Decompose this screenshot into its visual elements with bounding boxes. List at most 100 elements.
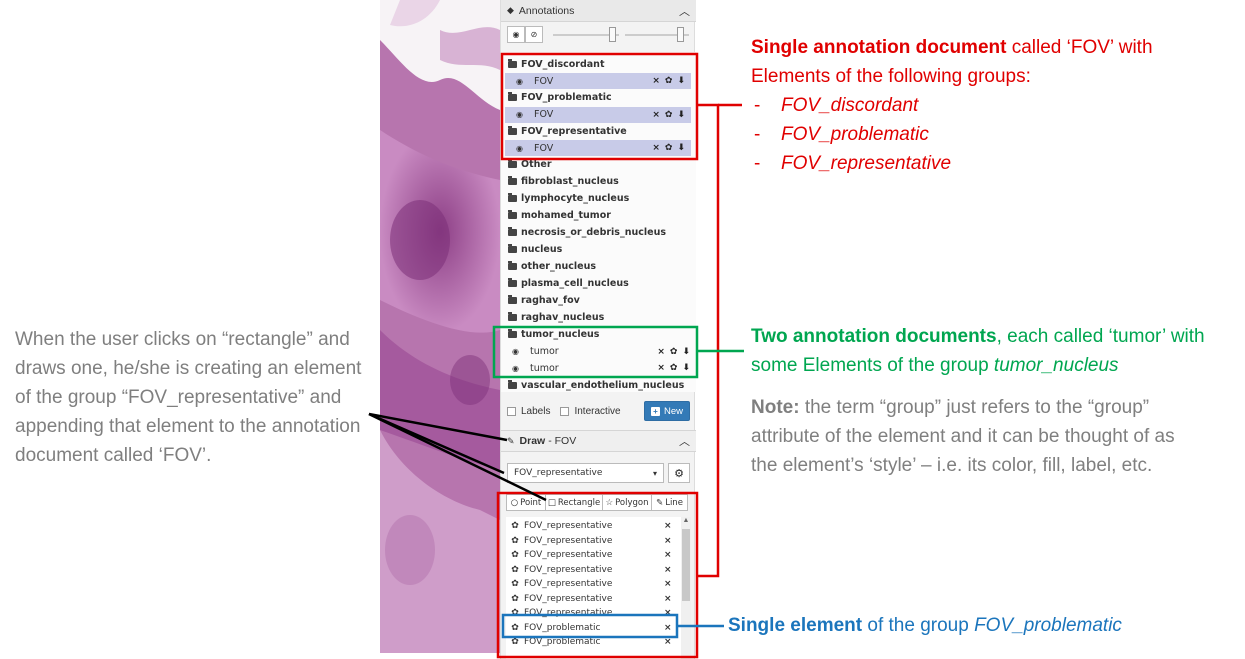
chevron-up-icon[interactable]: ︿ [679,436,690,448]
hide-all-button[interactable]: ⊘ [525,26,543,43]
gear-icon[interactable]: ✿ [511,521,519,532]
delete-icon[interactable]: × [664,564,672,575]
blue-callout: Single element of the group FOV_problema… [728,611,1228,640]
download-icon[interactable]: ⬇ [682,346,690,357]
element-row[interactable]: ✿ FOV_representative × [506,592,678,607]
annotation-group-raghav-nucleus[interactable]: raghav_nucleus [501,310,696,326]
green-callout-rest: , each called ‘tumor’ with some Elements… [751,326,1205,376]
annotation-document-row[interactable]: ◉ tumor × ✿ ⬇ [501,344,696,360]
annotation-group-mohamed-tumor[interactable]: mohamed_tumor [501,208,696,224]
annotation-group-other-nucleus[interactable]: other_nucleus [501,259,696,275]
gear-icon[interactable]: ✿ [511,564,519,575]
show-all-button[interactable]: ◉ [507,26,525,43]
delete-icon[interactable]: × [664,593,672,604]
gear-icon[interactable]: ✿ [669,363,678,374]
annotation-group-label: raghav_nucleus [521,312,605,324]
gear-icon[interactable]: ✿ [664,76,673,86]
annotation-group-other[interactable]: Other [501,157,696,173]
eye-icon[interactable]: ◉ [516,110,523,120]
annotations-panel-header[interactable]: ◆ Annotations ︿ [501,0,696,22]
annotation-group-nucleus[interactable]: nucleus [501,242,696,258]
annotation-group-raghav-fov[interactable]: raghav_fov [501,293,696,309]
annotation-document-row[interactable]: ◉ tumor × ✿ ⬇ [501,360,696,376]
delete-icon[interactable]: × [664,622,672,633]
chevron-up-icon[interactable]: ︿ [679,5,690,18]
annotation-group-tumor-nucleus[interactable]: tumor_nucleus [501,327,696,343]
list-dash: - [754,95,761,116]
eye-icon[interactable]: ◉ [512,347,519,357]
delete-icon[interactable]: × [657,363,665,374]
annotation-group-fov-problematic[interactable]: FOV_problematic [501,90,696,106]
interactive-checkbox[interactable] [560,406,570,416]
scroll-up-icon[interactable]: ▲ [682,517,690,524]
delete-icon[interactable]: × [664,521,672,532]
labels-checkbox[interactable] [507,406,516,416]
opacity-slider[interactable] [553,34,619,36]
group-settings-button[interactable]: ⚙ [668,463,690,483]
gear-icon[interactable]: ✿ [664,109,673,120]
annotation-document-row[interactable]: ◉ FOV × ✿ ⬇ [505,106,691,123]
annotation-document-label: FOV [534,142,554,154]
delete-icon[interactable]: × [664,637,672,648]
gear-icon[interactable]: ✿ [511,593,519,604]
draw-tool-rectangle-button[interactable]: □ Rectangle [545,494,603,511]
annotation-document-row[interactable]: ◉ FOV × ✿ ⬇ [505,73,691,89]
gear-icon[interactable]: ✿ [664,143,673,154]
element-row[interactable]: ✿ FOV_representative × [506,534,678,549]
element-row[interactable]: ✿ FOV_representative × [506,577,678,592]
gear-icon[interactable]: ✿ [511,637,519,648]
annotation-group-plasma-cell-nucleus[interactable]: plasma_cell_nucleus [501,276,696,292]
new-annotation-button[interactable]: + New [644,401,690,421]
annotation-document-row[interactable]: ◉ FOV × ✿ ⬇ [505,140,691,157]
element-row[interactable]: ✿ FOV_representative × [506,548,678,563]
fill-opacity-slider-handle[interactable] [677,27,684,42]
annotation-group-necrosis-or-debris-nucleus[interactable]: necrosis_or_debris_nucleus [501,225,696,241]
opacity-slider-handle[interactable] [609,27,616,42]
folder-icon [508,193,517,203]
element-row[interactable]: ✿ FOV_problematic × [506,635,678,650]
eye-icon[interactable]: ◉ [516,143,523,153]
annotation-group-fov-discordant[interactable]: FOV_discordant [501,56,696,72]
folder-icon [508,159,517,169]
delete-icon[interactable]: × [664,608,672,619]
draw-tool-label: Polygon [615,497,649,508]
slide-image-viewer[interactable] [380,0,500,653]
draw-tool-polygon-button[interactable]: ☆ Polygon [602,494,652,511]
rectangle-tool-icon: □ [547,497,556,508]
delete-icon[interactable]: × [652,109,660,120]
gear-icon[interactable]: ✿ [511,579,519,590]
gear-icon[interactable]: ✿ [669,346,678,357]
gear-icon[interactable]: ✿ [511,608,519,619]
gear-icon[interactable]: ✿ [511,622,519,633]
delete-icon[interactable]: × [652,143,660,154]
group-select[interactable]: FOV_representative ▾ [507,463,664,483]
draw-tool-line-button[interactable]: ✎ Line [651,494,688,511]
annotation-group-fov-representative[interactable]: FOV_representative [501,123,696,139]
draw-tool-point-button[interactable]: ○ Point [506,494,546,511]
delete-icon[interactable]: × [652,76,660,86]
annotation-group-lymphocyte-nucleus[interactable]: lymphocyte_nucleus [501,191,696,207]
download-icon[interactable]: ⬇ [682,363,690,374]
delete-icon[interactable]: × [657,346,665,357]
element-row[interactable]: ✿ FOV_representative × [506,606,678,621]
gear-icon[interactable]: ✿ [511,550,519,561]
eye-icon[interactable]: ◉ [512,363,519,373]
delete-icon[interactable]: × [664,535,672,546]
gear-icon[interactable]: ✿ [511,535,519,546]
eye-icon[interactable]: ◉ [516,76,523,86]
delete-icon[interactable]: × [664,550,672,561]
fill-opacity-slider[interactable] [625,34,689,36]
delete-icon[interactable]: × [664,579,672,590]
download-icon[interactable]: ⬇ [677,109,685,120]
element-list-scrollbar[interactable]: ▲ [681,517,691,659]
draw-panel-header[interactable]: ✎ Draw - FOV ︿ [501,430,696,452]
scrollbar-thumb[interactable] [682,529,690,601]
download-icon[interactable]: ⬇ [677,76,685,86]
download-icon[interactable]: ⬇ [677,143,685,154]
annotation-group-vascular-endothelium-nucleus[interactable]: vascular_endothelium_nucleus [501,377,696,393]
element-row[interactable]: ✿ FOV_representative × [506,519,678,534]
element-row[interactable]: ✿ FOV_representative × [506,563,678,578]
element-row[interactable]: ✿ FOV_problematic × [506,621,678,636]
annotation-group-fibroblast-nucleus[interactable]: fibroblast_nucleus [501,174,696,190]
left-explanation-note: When the user clicks on “rectangle” and … [15,329,362,466]
